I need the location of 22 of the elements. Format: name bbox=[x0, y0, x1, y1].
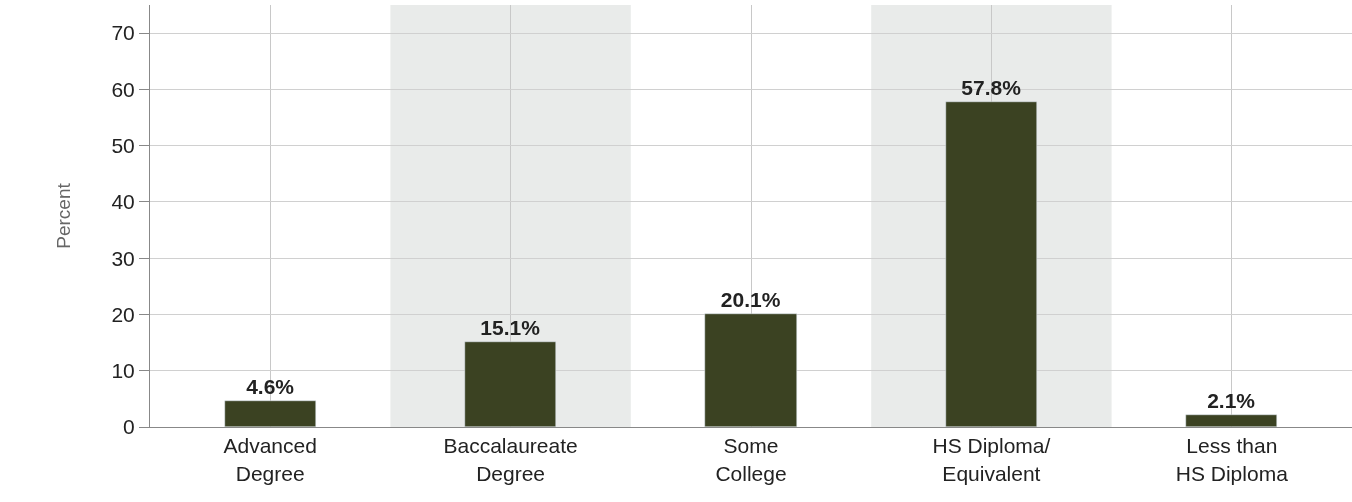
y-tick-label: 50 bbox=[111, 134, 135, 158]
y-axis-title: Percent bbox=[53, 182, 75, 249]
data-label: 4.6% bbox=[246, 374, 295, 398]
x-tick-label: Some College bbox=[715, 434, 787, 485]
bar bbox=[704, 313, 797, 427]
x-tick-label: HS Diploma/ Equivalent bbox=[932, 434, 1051, 485]
bar bbox=[1185, 414, 1277, 427]
x-tick-label: Advanced Degree bbox=[223, 434, 317, 485]
x-tick-label: Baccalaureate Degree bbox=[443, 434, 578, 485]
data-label: 2.1% bbox=[1207, 388, 1256, 412]
y-tick-label: 70 bbox=[111, 21, 135, 45]
y-tick-label: 60 bbox=[111, 77, 135, 101]
y-tick-label: 0 bbox=[123, 415, 135, 439]
data-label: 20.1% bbox=[720, 287, 781, 311]
y-tick-label: 30 bbox=[111, 246, 135, 270]
x-tick-label: Less than HS Diploma bbox=[1175, 434, 1289, 485]
y-tick-label: 40 bbox=[111, 190, 135, 214]
bar bbox=[224, 400, 316, 427]
y-tick-label: 20 bbox=[111, 302, 135, 326]
data-label: 57.8% bbox=[961, 75, 1022, 99]
y-tick-label: 10 bbox=[111, 359, 135, 383]
data-label: 15.1% bbox=[480, 315, 541, 339]
